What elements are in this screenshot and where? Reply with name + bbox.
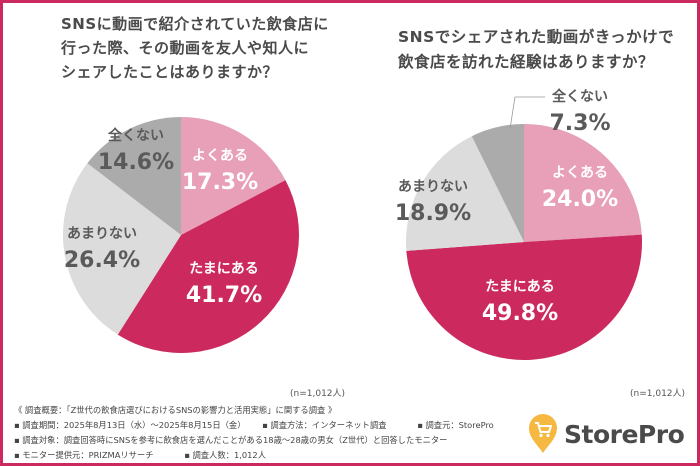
cart-pin-icon — [529, 414, 557, 453]
storepro-logo: StorePro — [528, 414, 685, 454]
chart-1-sample-size: (n=1,012人) — [290, 389, 346, 399]
pie-2-slice-never — [471, 124, 524, 242]
pie-2-value-never: 7.3% — [549, 111, 610, 136]
chart-2-sample-size: (n=1,012人) — [630, 389, 686, 399]
pie-1-value-sometimes: 41.7% — [186, 283, 262, 308]
pie-2-label-rarely: あまりない — [398, 179, 468, 195]
pie-2-slice-often — [524, 124, 642, 242]
pie-1-slice-often — [181, 117, 286, 235]
pie-1-label-often: よくある — [192, 148, 248, 164]
pie-1-value-never: 14.6% — [98, 150, 174, 175]
chart-2-title: SNSでシェアされた動画がきっかけで 飲食店を訪れた経験はありますか？ — [398, 28, 675, 71]
pie-1-value-rarely: 26.4% — [64, 248, 140, 273]
pie-2-value-sometimes: 49.8% — [482, 301, 558, 326]
pie-1-label-sometimes: たまにある — [189, 261, 259, 277]
pie-2-label-sometimes: たまにある — [485, 279, 555, 295]
pie-1-slice-rarely — [62, 163, 182, 335]
pie-1-label-rarely: あまりない — [67, 226, 137, 242]
pie-2-value-often: 24.0% — [542, 187, 618, 212]
survey-footer: 《 調査概要：「Z世代の飲食店選びにおけるSNSの影響力と活用実態」に関する調査… — [14, 403, 494, 463]
survey-overview: 《 調査概要：「Z世代の飲食店選びにおけるSNSの影響力と活用実態」に関する調査… — [14, 405, 337, 415]
logo-text: StorePro — [564, 419, 685, 449]
survey-period: ▪ 調査期間：2025年8月13日（水）～2025年8月15日（金） — [14, 420, 246, 430]
pie-1-slice-sometimes — [117, 180, 300, 353]
survey-line-4: ▪ モニター提供元：PRIZMAリサーチ ▪ 調査人数：1,012人 — [14, 448, 494, 463]
pie-1-slice-never — [87, 117, 181, 235]
pie-2-leader-line — [509, 96, 545, 130]
pie-2-label-never: 全くない — [551, 88, 608, 105]
survey-method: ▪ 調査方法：インターネット調査 — [262, 420, 387, 430]
survey-provider: ▪ モニター提供元：PRIZMAリサーチ — [14, 450, 154, 460]
pie-2-value-rarely: 18.9% — [395, 201, 471, 226]
pie-2-slice-rarely — [406, 136, 524, 251]
chart-1-title: SNSに動画で紹介されていた飲食店に 行った際、その動画を友人や知人に シェアし… — [61, 15, 329, 81]
survey-count: ▪ 調査人数：1,012人 — [184, 450, 266, 460]
pie-1-label-never: 全くない — [107, 127, 164, 144]
survey-target: ▪ 調査対象：調査回答時にSNSを参考に飲食店を選んだことがある18歳～28歳の… — [14, 435, 448, 445]
survey-line-2: ▪ 調査期間：2025年8月13日（水）～2025年8月15日（金） ▪ 調査方… — [14, 418, 494, 433]
pie-2-slice-sometimes — [406, 234, 642, 360]
survey-source: ▪ 調査元：StorePro — [417, 420, 494, 430]
pie-1-value-often: 17.3% — [182, 170, 258, 195]
pie-2-label-often: よくある — [552, 165, 608, 181]
